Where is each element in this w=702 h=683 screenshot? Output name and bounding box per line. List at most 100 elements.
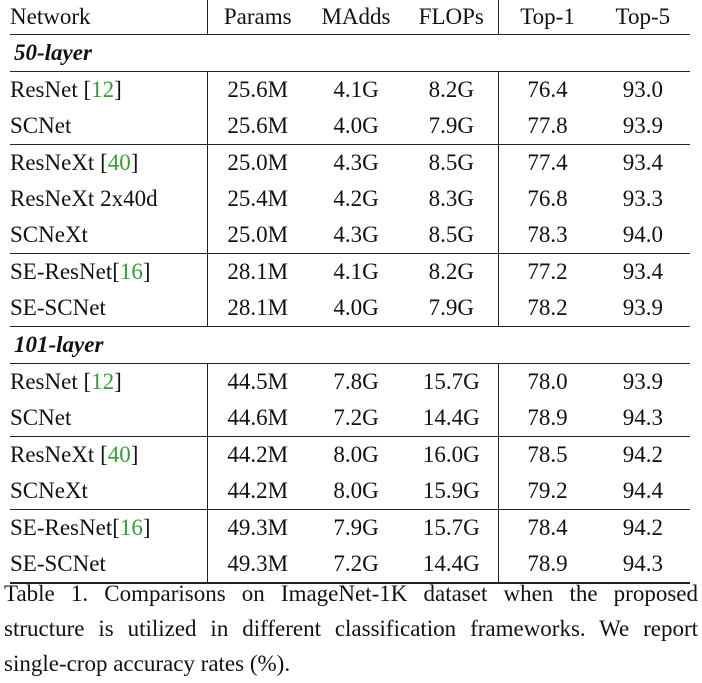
citation-link[interactable]: 40 bbox=[107, 442, 131, 467]
cell-params: 25.0M bbox=[206, 217, 308, 254]
cell-top1: 77.8 bbox=[498, 108, 596, 145]
cell-flops: 15.9G bbox=[404, 473, 499, 510]
table-row: SCNeXt 44.2M 8.0G 15.9G 79.2 94.4 bbox=[10, 473, 690, 510]
ref-bracket-open: [ bbox=[83, 369, 92, 394]
cell-flops: 15.7G bbox=[422, 515, 480, 540]
cell-top1: 77.4 bbox=[498, 144, 596, 181]
cell-top1: 78.9 bbox=[498, 546, 596, 584]
network-name: ResNeXt bbox=[10, 442, 95, 467]
network-name: SCNeXt bbox=[10, 222, 88, 247]
network-name: ResNet bbox=[10, 77, 78, 102]
network-name: SCNet bbox=[10, 405, 72, 430]
table-row: SE-SCNet 49.3M 7.2G 14.4G 78.9 94.3 bbox=[10, 546, 690, 584]
cell-network: ResNeXt [40] bbox=[10, 437, 207, 474]
cell-top5: 94.3 bbox=[595, 400, 690, 437]
column-header-madds: MAdds bbox=[307, 0, 405, 35]
ref-bracket-close: ] bbox=[130, 150, 139, 175]
cell-network: SE-ResNet[16] bbox=[10, 254, 207, 291]
cell-madds: 4.0G bbox=[307, 108, 405, 145]
network-name: SCNet bbox=[10, 113, 72, 138]
cell-madds: 8.0G bbox=[333, 442, 379, 467]
cell-top1: 76.4 bbox=[498, 71, 596, 108]
network-name: ResNet bbox=[10, 369, 78, 394]
results-table: Network Params MAdds FLOPs Top-1 Top-5 5… bbox=[10, 0, 690, 584]
cell-top5: 93.0 bbox=[622, 77, 663, 102]
cell-top5: 94.3 bbox=[595, 546, 690, 584]
column-header-flops: FLOPs bbox=[404, 0, 499, 35]
citation-link[interactable]: 16 bbox=[119, 515, 143, 540]
ref-bracket-open: [ bbox=[100, 442, 108, 467]
section-row: 101-layer bbox=[10, 326, 690, 364]
cell-top5: 94.2 bbox=[622, 515, 663, 540]
table-row: ResNeXt [40] 44.2M 8.0G 16.0G 78.5 94.2 bbox=[10, 436, 690, 474]
cell-top1: 76.8 bbox=[498, 181, 596, 217]
cell-params: 49.3M bbox=[206, 509, 308, 546]
column-header-params: Params bbox=[206, 0, 308, 35]
cell-flops: 14.4G bbox=[404, 400, 499, 437]
cell-top1: 78.4 bbox=[498, 509, 596, 546]
cell-network: SE-ResNet[16] bbox=[10, 510, 207, 547]
cell-network: SCNeXt bbox=[10, 473, 208, 510]
cell-top1: 78.0 bbox=[498, 363, 596, 400]
section-title: 50-layer bbox=[10, 34, 690, 72]
table-row: ResNet [12] 25.6M 4.1G 8.2G 76.4 93.0 bbox=[10, 71, 690, 109]
cell-params: 49.3M bbox=[206, 546, 308, 584]
ref-bracket-close: ] bbox=[130, 442, 139, 467]
cell-top5: 93.9 bbox=[595, 290, 690, 327]
cell-flops: 7.9G bbox=[404, 290, 499, 327]
table-row: SE-SCNet 28.1M 4.0G 7.9G 78.2 93.9 bbox=[10, 290, 690, 327]
cell-network: ResNet [12] bbox=[10, 364, 207, 401]
cell-top1: 78.5 bbox=[498, 436, 596, 473]
cell-network: ResNeXt 2x40d bbox=[10, 181, 207, 217]
table-row: ResNeXt 2x40d 25.4M 4.2G 8.3G 76.8 93.3 bbox=[10, 181, 690, 217]
cell-flops: 7.9G bbox=[404, 108, 499, 145]
section-row: 50-layer bbox=[10, 34, 690, 72]
ref-bracket-open: [ bbox=[112, 515, 120, 540]
cell-top5: 93.4 bbox=[622, 259, 663, 284]
cell-top5: 94.4 bbox=[595, 473, 690, 510]
citation-link[interactable]: 40 bbox=[107, 150, 131, 175]
cell-top5: 94.2 bbox=[622, 442, 663, 467]
citation-link[interactable]: 16 bbox=[119, 259, 143, 284]
cell-madds: 4.0G bbox=[307, 290, 405, 327]
ref-bracket-open: [ bbox=[83, 77, 92, 102]
table-body: 50-layer ResNet [12] 25.6M 4.1G 8.2G 76.4 93.0… bbox=[10, 34, 690, 584]
network-name: SE-SCNet bbox=[10, 551, 106, 576]
network-name: ResNeXt 2x40d bbox=[10, 186, 158, 211]
citation-link[interactable]: 12 bbox=[91, 369, 115, 394]
ref-bracket-close: ] bbox=[114, 77, 122, 102]
cell-madds: 7.2G bbox=[307, 400, 405, 437]
cell-madds: 7.9G bbox=[333, 515, 379, 540]
cell-params: 44.2M bbox=[206, 473, 308, 510]
cell-top5: 93.9 bbox=[595, 108, 690, 145]
cell-top1: 79.2 bbox=[498, 473, 596, 510]
table-row: ResNet [12] 44.5M 7.8G 15.7G 78.0 93.9 bbox=[10, 363, 690, 401]
cell-flops: 8.5G bbox=[428, 150, 474, 175]
cell-flops: 16.0G bbox=[422, 442, 480, 467]
cell-network: SE-SCNet bbox=[10, 546, 208, 584]
cell-madds: 4.3G bbox=[307, 217, 405, 254]
ref-bracket-close: ] bbox=[142, 515, 151, 540]
table-row: SCNet 25.6M 4.0G 7.9G 77.8 93.9 bbox=[10, 108, 690, 145]
cell-madds: 8.0G bbox=[307, 473, 405, 510]
cell-network: ResNet [12] bbox=[10, 72, 207, 109]
network-name: SE-ResNet bbox=[10, 515, 113, 540]
cell-madds: 4.2G bbox=[333, 186, 379, 211]
cell-params: 25.0M bbox=[206, 144, 308, 181]
cell-top5: 93.3 bbox=[622, 186, 663, 211]
ref-bracket-open: [ bbox=[100, 150, 108, 175]
network-name: SCNeXt bbox=[10, 478, 88, 503]
cell-network: SE-SCNet bbox=[10, 290, 208, 327]
cell-flops: 8.3G bbox=[428, 186, 474, 211]
column-header-top1: Top-1 bbox=[498, 0, 596, 35]
citation-link[interactable]: 12 bbox=[91, 77, 115, 102]
cell-flops: 8.2G bbox=[428, 77, 474, 102]
table-row: SE-ResNet[16] 28.1M 4.1G 8.2G 77.2 93.4 bbox=[10, 253, 690, 291]
cell-top5: 93.4 bbox=[622, 150, 663, 175]
ref-bracket-close: ] bbox=[114, 369, 122, 394]
section-title: 101-layer bbox=[10, 326, 690, 364]
cell-params: 28.1M bbox=[206, 253, 308, 290]
cell-top1: 78.2 bbox=[498, 290, 596, 327]
ref-bracket-open: [ bbox=[112, 259, 120, 284]
table-header-row: Network Params MAdds FLOPs Top-1 Top-5 bbox=[10, 0, 690, 35]
